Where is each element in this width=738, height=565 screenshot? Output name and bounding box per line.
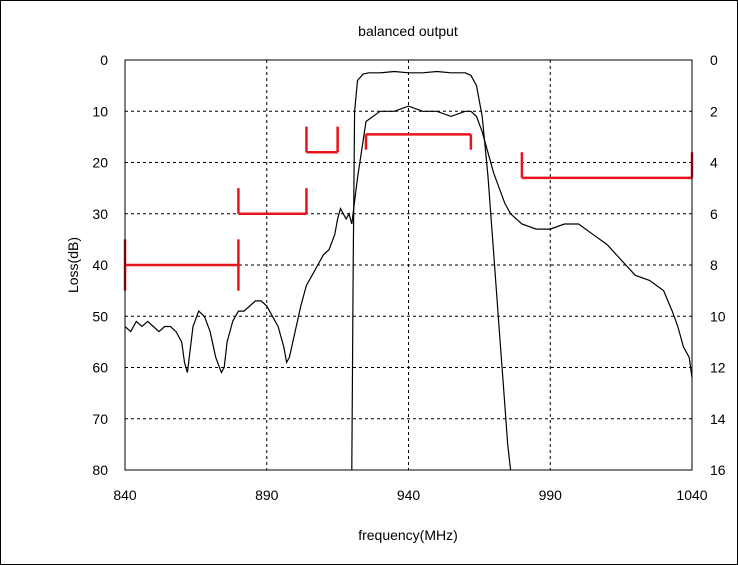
y-tick-label: 40 xyxy=(92,257,108,273)
y2-tick-label: 10 xyxy=(710,308,726,324)
y-axis-ticks: 0 10 20 30 40 50 60 70 80 xyxy=(92,52,108,478)
y2-tick-label: 2 xyxy=(710,103,718,119)
y2-tick-label: 4 xyxy=(710,155,718,171)
x-axis-label: frequency(MHz) xyxy=(358,527,458,543)
x-tick-label: 940 xyxy=(397,487,421,503)
y2-tick-label: 12 xyxy=(710,360,726,376)
y-tick-label: 80 xyxy=(92,462,108,478)
passband-trace xyxy=(351,70,512,471)
y2-tick-label: 16 xyxy=(710,462,726,478)
y-tick-label: 0 xyxy=(100,52,108,68)
x-tick-label: 1040 xyxy=(676,487,707,503)
plot-area xyxy=(124,59,693,471)
chart-title: balanced output xyxy=(358,23,458,39)
y-tick-label: 50 xyxy=(92,308,108,324)
y2-axis-ticks: 0 2 4 6 8 10 12 14 16 xyxy=(710,52,726,478)
x-tick-label: 890 xyxy=(255,487,279,503)
y-tick-label: 30 xyxy=(92,206,108,222)
x-axis-ticks: 840 890 940 990 1040 xyxy=(113,487,707,503)
grid-lines xyxy=(125,60,692,470)
y-tick-label: 10 xyxy=(92,103,108,119)
y-axis-label: Loss(dB) xyxy=(65,237,81,293)
y2-tick-label: 0 xyxy=(710,52,718,68)
y2-tick-label: 6 xyxy=(710,206,718,222)
y-tick-label: 70 xyxy=(92,411,108,427)
y-tick-label: 60 xyxy=(92,360,108,376)
wideband-trace xyxy=(124,105,693,378)
traces xyxy=(124,70,693,471)
x-tick-label: 990 xyxy=(539,487,563,503)
y2-tick-label: 14 xyxy=(710,411,726,427)
y2-tick-label: 8 xyxy=(710,257,718,273)
y-tick-label: 20 xyxy=(92,155,108,171)
x-tick-label: 840 xyxy=(113,487,137,503)
